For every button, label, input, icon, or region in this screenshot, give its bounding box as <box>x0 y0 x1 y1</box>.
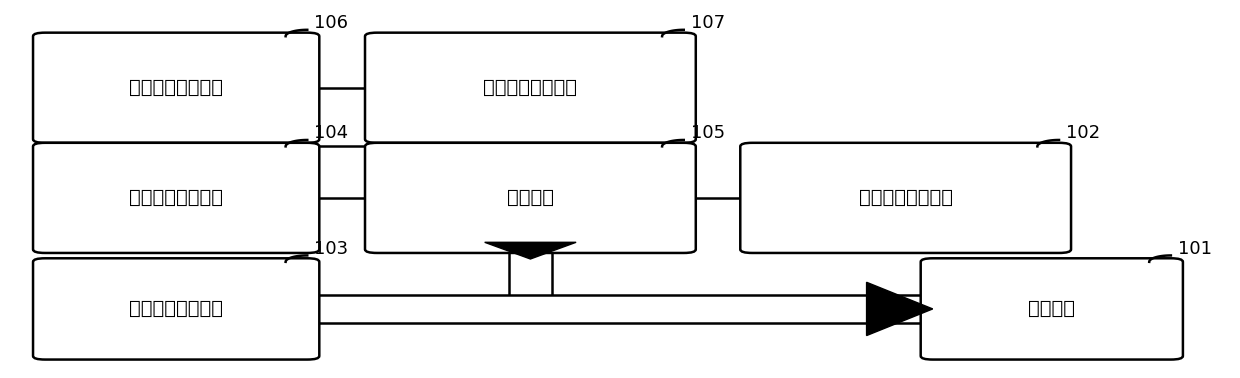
Text: 102: 102 <box>1066 124 1100 142</box>
Text: 第一物料提供装置: 第一物料提供装置 <box>129 299 223 318</box>
Text: 第四视觉检测设备: 第四视觉检测设备 <box>484 78 578 97</box>
Text: 第一夹具: 第一夹具 <box>1028 299 1075 318</box>
FancyBboxPatch shape <box>740 143 1071 253</box>
FancyBboxPatch shape <box>33 258 320 359</box>
FancyBboxPatch shape <box>365 143 696 253</box>
FancyBboxPatch shape <box>921 258 1183 359</box>
Text: 第一视觉检测设备: 第一视觉检测设备 <box>858 188 952 208</box>
Text: 104: 104 <box>315 124 348 142</box>
FancyBboxPatch shape <box>33 143 320 253</box>
FancyBboxPatch shape <box>33 33 320 143</box>
Text: 101: 101 <box>1178 240 1211 257</box>
Text: 106: 106 <box>315 14 348 32</box>
Polygon shape <box>867 282 932 336</box>
Text: 107: 107 <box>691 14 725 32</box>
Text: 执行设备: 执行设备 <box>507 188 554 208</box>
Text: 105: 105 <box>691 124 725 142</box>
Text: 第二视觉检测设备: 第二视觉检测设备 <box>129 188 223 208</box>
Text: 第三视觉检测设备: 第三视觉检测设备 <box>129 78 223 97</box>
Polygon shape <box>485 242 577 259</box>
Text: 103: 103 <box>315 240 348 257</box>
FancyBboxPatch shape <box>365 33 696 143</box>
